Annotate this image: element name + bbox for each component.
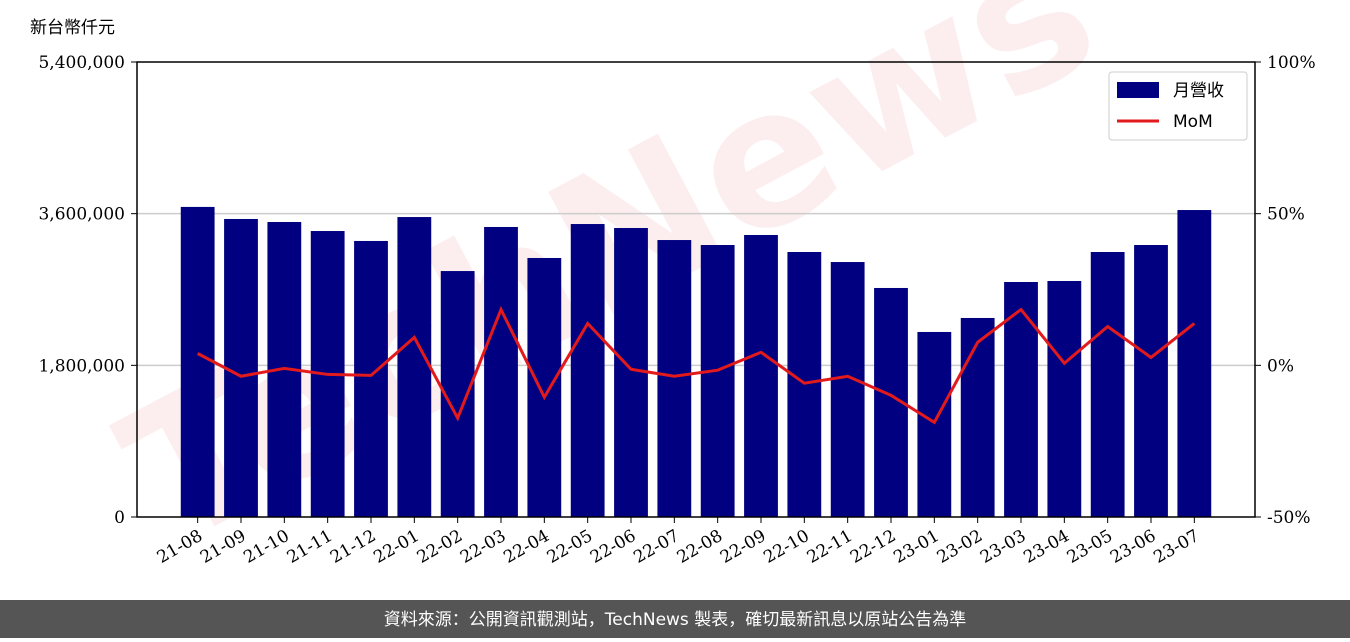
- y2-tick-label: -50%: [1267, 508, 1311, 528]
- bar: [1177, 210, 1212, 517]
- bar: [397, 217, 432, 517]
- bar: [1047, 280, 1082, 517]
- x-tick-label: 22-08: [674, 526, 726, 568]
- bar: [700, 245, 735, 517]
- bar: [744, 234, 778, 517]
- legend-swatch: [1117, 82, 1159, 98]
- x-tick-label: 23-01: [890, 526, 942, 568]
- x-tick-label: 22-10: [760, 526, 812, 568]
- y-axis-unit: 新台幣仟元: [30, 18, 115, 38]
- bar: [917, 331, 952, 517]
- legend-label: 月營收: [1173, 81, 1224, 101]
- bar: [224, 218, 258, 517]
- bar: [527, 257, 562, 517]
- x-tick-label: 23-03: [977, 526, 1029, 568]
- bar: [570, 224, 605, 517]
- footer-text: 資料來源：公開資訊觀測站，TechNews 製表，確切最新訊息以原站公告為準: [384, 610, 966, 630]
- y2-tick-label: 0%: [1267, 356, 1294, 376]
- x-tick-label: 22-11: [804, 526, 856, 568]
- x-tick-label: 21-12: [327, 526, 379, 568]
- bar: [960, 317, 995, 517]
- x-tick-label: 23-07: [1150, 526, 1202, 568]
- x-tick-label: 23-06: [1107, 526, 1159, 568]
- x-tick-label: 22-09: [717, 526, 769, 568]
- footer-bar: [0, 600, 1350, 638]
- y-tick-label: 1,800,000: [38, 356, 125, 376]
- x-tick-label: 22-07: [630, 526, 682, 568]
- x-tick-label: 22-03: [457, 526, 509, 568]
- bar: [1090, 252, 1125, 517]
- y2-tick-label: 50%: [1267, 205, 1305, 225]
- bar: [830, 262, 865, 517]
- y-tick-label: 0: [114, 508, 125, 528]
- x-tick-label: 22-02: [414, 526, 466, 568]
- y-tick-label: 5,400,000: [38, 53, 125, 73]
- x-tick-label: 23-05: [1064, 526, 1116, 568]
- x-tick-label: 22-06: [587, 526, 639, 568]
- y2-tick-label: 100%: [1267, 53, 1316, 73]
- bar: [484, 226, 518, 518]
- mom-line: [196, 305, 1196, 425]
- y-tick-label: 3,600,000: [38, 205, 125, 225]
- x-tick-label: 22-05: [544, 526, 596, 568]
- x-tick-label: 22-12: [847, 526, 899, 568]
- legend-label: MoM: [1173, 112, 1213, 132]
- x-tick-label: 23-02: [934, 526, 986, 568]
- bar: [657, 240, 692, 518]
- bar: [354, 240, 388, 517]
- bar: [180, 206, 215, 518]
- x-tick-label: 22-01: [370, 526, 422, 568]
- x-tick-label: 22-04: [500, 526, 552, 568]
- bar: [1134, 245, 1168, 517]
- plot-frame: [136, 61, 1256, 518]
- x-tick-label: 23-04: [1020, 526, 1072, 568]
